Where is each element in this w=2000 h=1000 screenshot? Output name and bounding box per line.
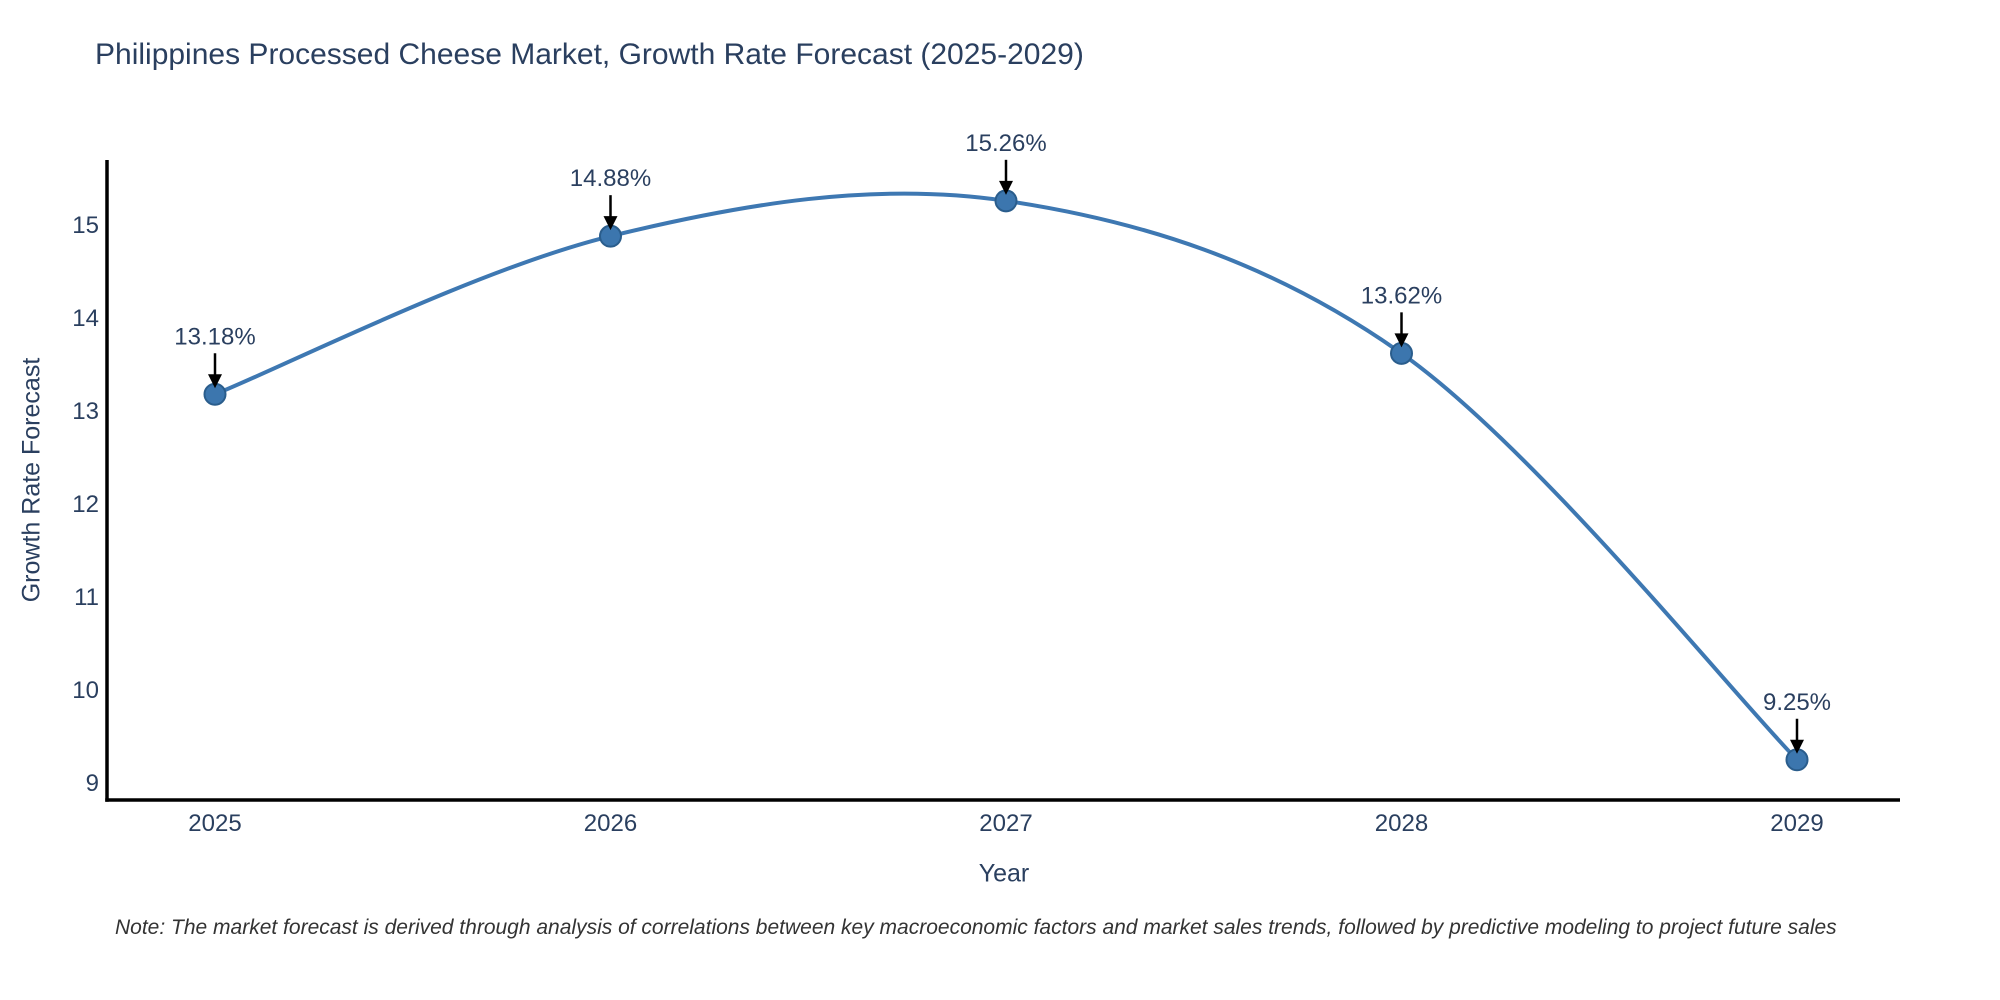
x-axis-title: Year	[978, 859, 1030, 888]
y-tick-label-13: 13	[72, 398, 99, 425]
x-tick-label-2028: 2028	[1375, 810, 1428, 837]
x-tick-label-2029: 2029	[1770, 810, 1823, 837]
annotation-label-2028: 13.62%	[1361, 282, 1442, 309]
annotation-arrowhead-2029	[1790, 739, 1804, 754]
trend-line	[213, 191, 1799, 762]
x-tick-label-2027: 2027	[979, 810, 1032, 837]
y-tick-label-14: 14	[72, 305, 99, 332]
annotation-arrowhead-2028	[1394, 333, 1409, 348]
x-tick-label-2026: 2026	[584, 810, 637, 837]
annotation-label-2025: 13.18%	[174, 323, 255, 350]
annotation-label-2029: 9.25%	[1763, 689, 1831, 716]
chart-title: Philippines Processed Cheese Market, Gro…	[95, 38, 1084, 71]
annotation-label-2026: 14.88%	[570, 165, 651, 192]
annotation-label-2027: 15.26%	[965, 130, 1046, 157]
y-axis-title: Growth Rate Forecast	[17, 357, 46, 603]
x-tick-label-2025: 2025	[188, 810, 241, 837]
y-tick-label-10: 10	[72, 677, 99, 704]
y-tick-label-15: 15	[72, 212, 99, 239]
annotation-arrowhead-2025	[208, 374, 222, 389]
y-tick-label-12: 12	[72, 491, 99, 518]
y-tick-label-9: 9	[86, 770, 99, 797]
footnote: Note: The market forecast is derived thr…	[115, 916, 1837, 939]
annotation-arrowhead-2026	[603, 216, 618, 231]
y-tick-label-11: 11	[74, 584, 99, 611]
annotation-arrowhead-2027	[999, 180, 1013, 195]
